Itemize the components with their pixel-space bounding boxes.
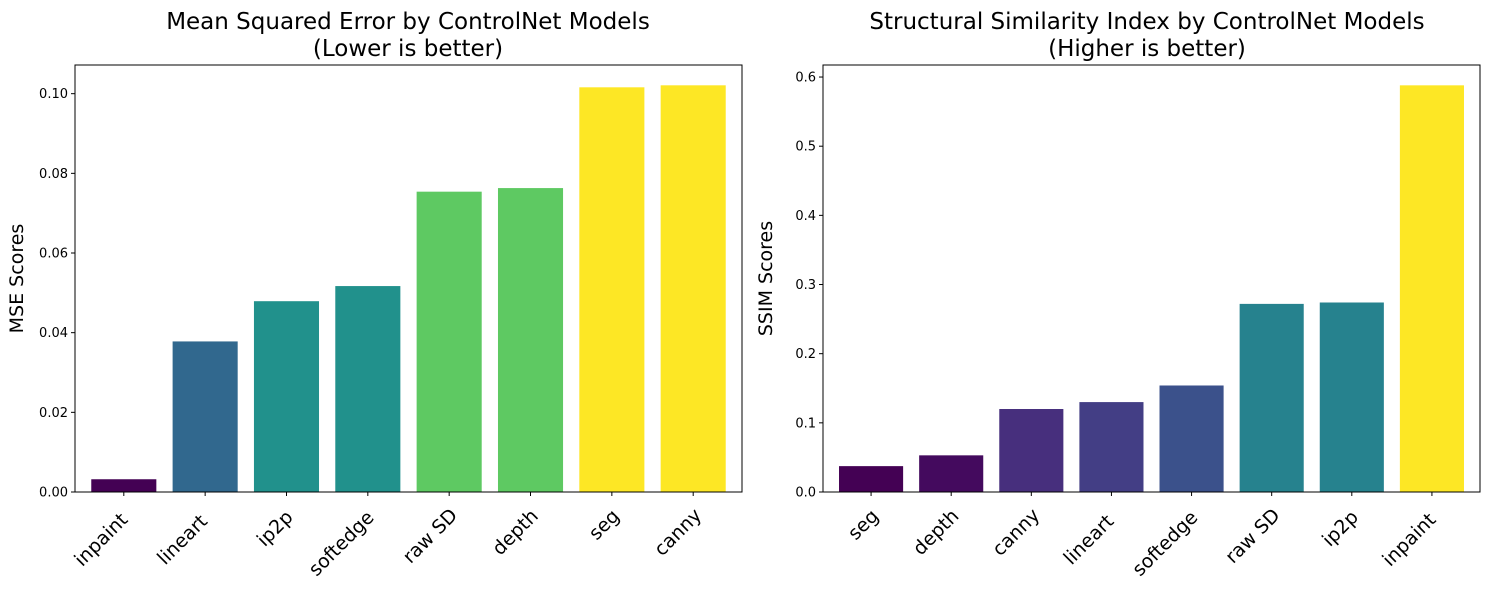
ssim-plot-area: 0.0 0.1 0.2 0.3 0.4 0.5 0.6 seg depth canny linear… — [795, 64, 1481, 581]
ssim-axes-frame — [822, 64, 1481, 493]
ssim-title-line1: Structural Similarity Index by ControlNe… — [869, 9, 1424, 35]
ssim-bar-ip2p — [1319, 302, 1384, 492]
mse-plot-area: 0.00 0.02 0.04 0.06 0.08 0.10 inpaint lineart ip… — [39, 64, 743, 581]
ssim-y-tick-label: 0.3 — [795, 278, 816, 293]
mse-y-tick-label: 0.10 — [39, 87, 68, 102]
mse-bar-canny — [660, 85, 726, 492]
ssim-x-tick-label: depth — [909, 505, 964, 560]
ssim-y-tick-label: 0.1 — [795, 416, 816, 431]
ssim-bar-inpaint — [1399, 85, 1464, 492]
ssim-panel: Structural Similarity Index by ControlNe… — [755, 9, 1481, 581]
ssim-x-tick-label: seg — [844, 505, 883, 544]
mse-panel: Mean Squared Error by ControlNet Models … — [6, 9, 743, 581]
mse-x-tick-label: seg — [585, 505, 624, 544]
ssim-x-tick-label: canny — [988, 504, 1044, 560]
ssim-bar-softedge — [1159, 385, 1224, 492]
mse-title-line2: (Lower is better) — [313, 36, 503, 62]
mse-x-tick-label: depth — [488, 505, 543, 560]
ssim-y-tick-label: 0.5 — [795, 140, 816, 155]
ssim-x-tick-label: inpaint — [1378, 509, 1440, 571]
mse-bar-raw-SD — [416, 191, 482, 493]
mse-x-tick-label: inpaint — [70, 509, 132, 571]
mse-bar-inpaint — [91, 479, 157, 492]
mse-bar-lineart — [172, 341, 238, 492]
ssim-x-tick-label: raw SD — [1221, 504, 1284, 567]
ssim-y-axis-label: SSIM Scores — [755, 221, 777, 336]
mse-y-tick-label: 0.02 — [39, 406, 68, 421]
mse-y-tick-label: 0.00 — [39, 486, 68, 501]
mse-axes-frame — [74, 64, 743, 493]
ssim-y-tick-label: 0.6 — [795, 71, 816, 86]
mse-y-tick-label: 0.04 — [39, 326, 68, 341]
ssim-x-tick-label: softedge — [1128, 507, 1202, 581]
ssim-bar-canny — [999, 409, 1064, 492]
mse-bar-depth — [497, 188, 564, 492]
ssim-bar-lineart — [1079, 402, 1144, 492]
ssim-x-tick-label: ip2p — [1318, 506, 1363, 551]
ssim-y-tick-label: 0.4 — [795, 209, 816, 224]
ssim-bar-depth — [919, 455, 984, 492]
mse-x-tick-label: softedge — [304, 507, 378, 581]
ssim-title-line2: (Higher is better) — [1048, 36, 1246, 62]
mse-x-tick-label: lineart — [153, 510, 212, 569]
mse-x-tick-label: raw SD — [399, 504, 462, 567]
ssim-y-tick-label: 0.2 — [795, 347, 816, 362]
ssim-y-tick-label: 0.0 — [795, 486, 816, 501]
mse-bar-seg — [579, 87, 645, 492]
mse-y-tick-label: 0.08 — [39, 167, 68, 182]
mse-x-tick-label: ip2p — [253, 506, 298, 551]
mse-bar-softedge — [335, 286, 401, 492]
ssim-bar-seg — [839, 466, 904, 492]
mse-y-axis-label: MSE Scores — [6, 224, 28, 334]
ssim-bar-raw-SD — [1239, 303, 1304, 492]
mse-y-tick-label: 0.06 — [39, 247, 68, 262]
mse-bar-ip2p — [253, 301, 320, 492]
mse-x-tick-label: canny — [650, 504, 706, 560]
mse-title-line1: Mean Squared Error by ControlNet Models — [166, 9, 650, 35]
ssim-x-tick-label: lineart — [1059, 510, 1118, 569]
